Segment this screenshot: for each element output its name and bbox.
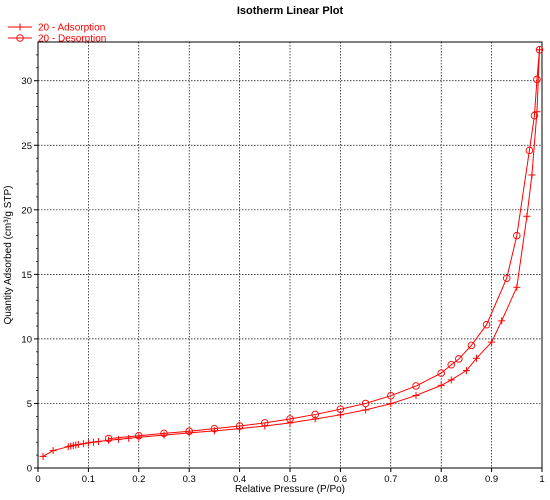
desorption-point — [482, 320, 491, 329]
desorption-point — [455, 355, 463, 363]
desorption-point — [535, 45, 544, 54]
desorption-point — [210, 424, 219, 433]
desorption-point — [104, 434, 113, 443]
x-tick-label: 0.9 — [485, 474, 498, 485]
y-tick-label: 5 — [27, 399, 32, 410]
adsorption-point — [89, 438, 97, 446]
x-tick-label: 0 — [35, 474, 40, 485]
adsorption-point — [286, 419, 294, 427]
desorption-point — [437, 369, 445, 377]
x-tick-label: 1 — [539, 474, 544, 485]
plot-area: 0 0.1 0.2 0.3 0.4 0.5 0.6 0.7 0.8 0.9 1 0 5 10 15 20 25… — [21, 41, 545, 485]
desorption-point — [361, 399, 370, 408]
adsorption-point — [160, 431, 168, 439]
adsorption-point — [362, 406, 370, 414]
y-tick-label: 25 — [21, 141, 32, 152]
adsorption-point — [412, 391, 420, 399]
legend-label: 20 - Desorption — [38, 34, 106, 45]
adsorption-point — [84, 439, 92, 447]
y-tick-label: 30 — [21, 76, 32, 87]
desorption-point — [533, 75, 541, 84]
series-line — [108, 49, 540, 440]
x-tick-label: 0.7 — [384, 474, 397, 485]
desorption-point — [513, 231, 521, 240]
desorption-point — [235, 422, 244, 430]
y-tick-label: 10 — [21, 334, 32, 345]
adsorption-point — [39, 452, 47, 460]
desorption-point — [286, 415, 294, 423]
x-axis-ticks: 0 0.1 0.2 0.3 0.4 0.5 0.6 0.7 0.8 0.9 1 — [35, 468, 545, 485]
adsorption-point — [74, 441, 82, 449]
adsorption-point — [523, 212, 531, 220]
series-desorption — [104, 45, 544, 443]
desorption-point — [412, 382, 420, 390]
desorption-point — [525, 146, 534, 155]
x-tick-label: 0.2 — [132, 474, 145, 485]
x-axis-label: Relative Pressure (P/Po) — [235, 484, 345, 495]
chart-title: Isotherm Linear Plot — [237, 5, 344, 17]
adsorption-point — [125, 434, 133, 442]
adsorption-point — [437, 381, 445, 389]
legend-item: 20 - Desorption — [8, 34, 106, 45]
y-tick-label: 15 — [21, 270, 32, 281]
adsorption-point — [94, 438, 102, 446]
adsorption-point — [513, 283, 521, 291]
y-tick-label: 0 — [27, 464, 32, 475]
desorption-point — [160, 429, 168, 438]
adsorption-point — [488, 338, 496, 346]
grid — [38, 42, 542, 468]
series-layer — [39, 45, 544, 460]
desorption-point — [336, 405, 345, 414]
adsorption-point — [462, 367, 470, 375]
legend-item: 20 - Adsorption — [8, 23, 105, 34]
adsorption-point — [16, 23, 24, 31]
desorption-point — [387, 391, 395, 400]
adsorption-point — [185, 429, 193, 437]
x-tick-label: 0.5 — [283, 474, 296, 485]
desorption-point — [502, 274, 511, 282]
legend-label: 20 - Adsorption — [38, 23, 105, 34]
x-tick-label: 0.8 — [435, 474, 448, 485]
adsorption-point — [79, 440, 87, 448]
x-tick-label: 0.6 — [334, 474, 347, 485]
adsorption-point — [311, 415, 319, 423]
adsorption-point — [447, 376, 455, 384]
desorption-point — [185, 427, 193, 435]
y-tick-label: 20 — [21, 205, 32, 216]
y-axis-label: Quantity Adsorbed (cm³/g STP) — [3, 186, 14, 325]
x-tick-label: 0.3 — [183, 474, 196, 485]
desorption-point — [135, 431, 143, 440]
desorption-point — [311, 410, 319, 419]
desorption-point — [530, 111, 539, 120]
adsorption-point — [472, 354, 480, 362]
adsorption-point — [135, 433, 143, 441]
x-tick-label: 0.4 — [233, 474, 246, 485]
adsorption-point — [105, 436, 113, 444]
adsorption-point — [49, 447, 57, 455]
desorption-point — [447, 360, 456, 369]
adsorption-point — [115, 435, 123, 443]
desorption-point — [16, 34, 24, 42]
adsorption-point — [387, 400, 395, 408]
adsorption-point — [498, 317, 506, 325]
desorption-point — [261, 419, 269, 427]
adsorption-point — [528, 171, 536, 179]
x-tick-label: 0.1 — [82, 474, 95, 485]
series-adsorption — [39, 46, 543, 460]
y-axis-ticks: 0 5 10 15 20 25 30 — [21, 54, 38, 475]
desorption-point — [467, 341, 476, 350]
